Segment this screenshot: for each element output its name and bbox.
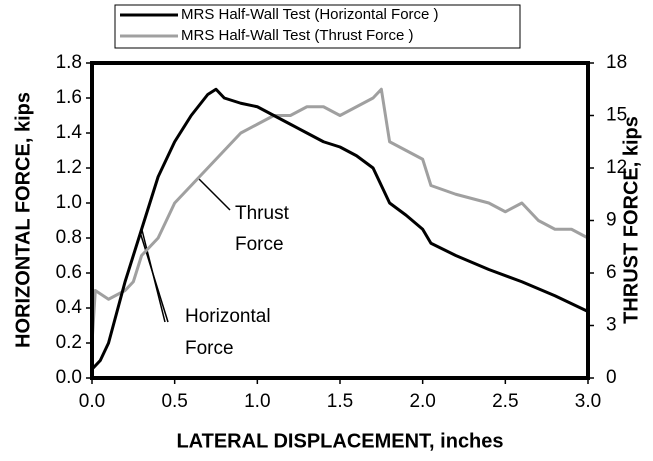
annotation: Force	[235, 234, 284, 255]
y-tick-label: 1.2	[56, 157, 82, 178]
x-tick-label: 1.0	[244, 391, 270, 412]
y-tick-label: 0.4	[56, 297, 83, 318]
y2-tick-label: 6	[606, 262, 617, 283]
y-axis-label: HORIZONTAL FORCE, kips	[12, 92, 34, 348]
x-tick-label: 0.5	[161, 391, 187, 412]
x-tick-label: 1.5	[327, 391, 353, 412]
y2-tick-label: 9	[606, 210, 617, 231]
arrow	[197, 177, 231, 211]
y2-tick-label: 18	[606, 52, 627, 73]
annotation: Thrust	[235, 203, 290, 224]
y-tick-label: 1.0	[56, 192, 82, 213]
y-tick-label: 0.2	[56, 332, 82, 353]
y2-tick-label: 3	[606, 315, 617, 336]
y2-tick-label: 12	[606, 157, 627, 178]
y-tick-label: 1.6	[56, 87, 82, 108]
x-tick-label: 2.5	[492, 391, 518, 412]
y2-tick-label: 15	[606, 105, 627, 126]
y-tick-label: 0.6	[56, 262, 82, 283]
legend-label: MRS Half-Wall Test (Horizontal Force )	[181, 6, 439, 23]
y2-axis-label: THRUST FORCE, kips	[620, 116, 642, 324]
data-line	[90, 87, 589, 344]
plot-frame	[90, 61, 590, 380]
y-tick-label: 1.8	[56, 52, 82, 73]
y-tick-label: 0.8	[56, 227, 82, 248]
legend-label: MRS Half-Wall Test (Thrust Force )	[181, 27, 414, 44]
y-tick-label: 1.4	[56, 122, 83, 143]
data-line	[90, 87, 589, 371]
x-tick-label: 0.0	[79, 391, 105, 412]
y-tick-label: 0.0	[56, 367, 82, 388]
x-tick-label: 3.0	[575, 391, 601, 412]
annotation: Force	[185, 338, 234, 359]
x-tick-label: 2.0	[409, 391, 435, 412]
x-axis-label: LATERAL DISPLACEMENT, inches	[176, 430, 503, 452]
arrow	[139, 231, 169, 323]
annotation: Horizontal	[185, 306, 271, 327]
legend-box	[114, 4, 521, 49]
y2-tick-label: 0	[606, 367, 617, 388]
